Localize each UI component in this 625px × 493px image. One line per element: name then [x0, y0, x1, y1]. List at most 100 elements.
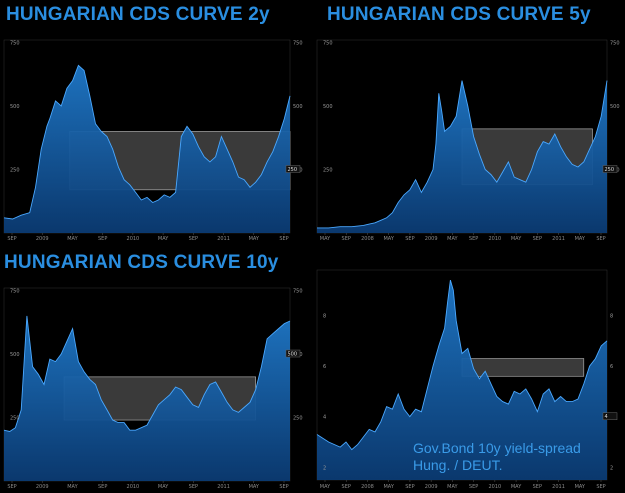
- x-tick-label: 2011: [217, 484, 230, 490]
- x-tick-label: SEP: [596, 484, 605, 490]
- x-tick-label: MAY: [158, 236, 169, 242]
- x-tick-label: 2010: [127, 236, 140, 242]
- x-tick-label: MAY: [383, 236, 394, 242]
- y-tick-label-right: 6: [610, 364, 613, 370]
- series-area: [317, 280, 607, 480]
- x-tick-label: 2010: [488, 484, 501, 490]
- x-tick-label: SEP: [405, 484, 414, 490]
- x-tick-label: SEP: [7, 236, 16, 242]
- last-value-box: [285, 349, 301, 358]
- x-tick-label: SEP: [469, 484, 478, 490]
- series-line: [3, 315, 291, 432]
- y-tick-label-left: 250: [10, 168, 20, 174]
- x-tick-label: 2009: [36, 236, 49, 242]
- x-tick-label: SEP: [7, 484, 16, 490]
- last-value-box: [602, 165, 618, 173]
- x-tick-label: MAY: [249, 484, 260, 490]
- y-tick-label-left: 2: [323, 465, 326, 471]
- series-area: [4, 315, 290, 481]
- chart-panel-10y: 750750500500250250500SEP2009MAYSEP2010MA…: [0, 248, 308, 493]
- series-line: [316, 279, 608, 451]
- y-tick-label-left: 6: [323, 364, 326, 370]
- x-tick-label: MAY: [320, 484, 331, 490]
- y-tick-label-right: 500: [610, 104, 620, 110]
- last-value-box: [602, 412, 618, 420]
- y-tick-label-right: 750: [293, 41, 303, 47]
- x-tick-label: SEP: [533, 484, 542, 490]
- y-tick-label-left: 750: [10, 289, 20, 295]
- chart-title-2y: HUNGARIAN CDS CURVE 2y: [6, 4, 270, 25]
- shaded-range-region: [461, 358, 585, 377]
- spread-annotation: Gov.Bond 10y yield-spread Hung. / DEUT.: [413, 440, 581, 474]
- chart-title-10y: HUNGARIAN CDS CURVE 10y: [4, 252, 279, 273]
- y-tick-label-left: 500: [323, 104, 333, 110]
- chart-svg-spread: 886644224MAYSEP2008MAYSEP2009MAYSEP2010M…: [316, 269, 618, 490]
- x-tick-label: MAY: [249, 236, 260, 242]
- x-tick-label: SEP: [189, 484, 198, 490]
- x-tick-label: SEP: [98, 236, 107, 242]
- y-tick-label-right: 250: [293, 416, 303, 422]
- annotation-line-2: Hung. / DEUT.: [413, 457, 503, 473]
- x-tick-label: SEP: [189, 236, 198, 242]
- x-tick-label: MAY: [511, 236, 522, 242]
- chart-panel-2y: 750750500500250250250SEP2009MAYSEP2010MA…: [0, 0, 308, 245]
- x-tick-label: 2010: [127, 484, 140, 490]
- y-tick-label-left: 500: [10, 104, 20, 110]
- y-tick-label-right: 8: [610, 314, 613, 320]
- y-tick-label-left: 8: [323, 314, 326, 320]
- series-area: [317, 80, 607, 233]
- x-tick-label: MAY: [511, 484, 522, 490]
- x-tick-label: SEP: [342, 484, 351, 490]
- x-tick-label: MAY: [320, 236, 331, 242]
- y-tick-label-left: 250: [10, 416, 20, 422]
- chart-svg-2y: 750750500500250250250SEP2009MAYSEP2010MA…: [3, 39, 303, 242]
- series-line: [317, 80, 608, 229]
- y-tick-label-left: 750: [10, 41, 20, 47]
- annotation-line-1: Gov.Bond 10y yield-spread: [413, 440, 581, 456]
- x-tick-label: SEP: [596, 236, 605, 242]
- x-tick-label: 2009: [425, 236, 438, 242]
- last-value-label: 250: [288, 167, 298, 173]
- x-tick-label: 2008: [361, 236, 374, 242]
- x-tick-label: MAY: [383, 484, 394, 490]
- y-tick-label-right: 2: [610, 465, 613, 471]
- y-tick-label-right: 500: [293, 104, 303, 110]
- y-tick-label-left: 750: [323, 41, 333, 47]
- x-tick-label: MAY: [67, 484, 78, 490]
- x-tick-label: SEP: [98, 484, 107, 490]
- x-tick-label: SEP: [533, 236, 542, 242]
- x-tick-label: SEP: [405, 236, 414, 242]
- y-tick-label-left: 500: [10, 352, 20, 358]
- x-tick-label: 2008: [361, 484, 374, 490]
- y-tick-label-right: 750: [610, 41, 620, 47]
- y-tick-label-left: 250: [323, 168, 333, 174]
- x-tick-label: 2009: [36, 484, 49, 490]
- x-tick-label: MAY: [447, 236, 458, 242]
- x-tick-label: MAY: [575, 484, 586, 490]
- x-tick-label: MAY: [158, 484, 169, 490]
- chart-panel-spread: 886644224MAYSEP2008MAYSEP2009MAYSEP2010M…: [315, 258, 625, 493]
- x-tick-label: MAY: [67, 236, 78, 242]
- chart-title-5y: HUNGARIAN CDS CURVE 5y: [327, 4, 591, 25]
- x-tick-label: SEP: [279, 484, 288, 490]
- last-value-label: 250: [605, 167, 615, 173]
- series-line: [3, 64, 291, 220]
- chart-panel-5y: 750750500500250250250MAYSEP2008MAYSEP200…: [315, 0, 625, 245]
- last-value-label: 500: [288, 352, 298, 358]
- x-tick-label: MAY: [575, 236, 586, 242]
- chart-svg-10y: 750750500500250250500SEP2009MAYSEP2010MA…: [3, 287, 303, 490]
- x-tick-label: SEP: [469, 236, 478, 242]
- x-tick-label: 2011: [217, 236, 230, 242]
- last-value-box: [285, 165, 301, 173]
- x-tick-label: SEP: [279, 236, 288, 242]
- series-area: [4, 65, 290, 234]
- x-tick-label: 2010: [488, 236, 501, 242]
- y-tick-label-right: 750: [293, 289, 303, 295]
- chart-svg-5y: 750750500500250250250MAYSEP2008MAYSEP200…: [316, 39, 620, 242]
- x-tick-label: 2011: [552, 484, 565, 490]
- x-tick-label: 2011: [552, 236, 565, 242]
- x-tick-label: 2009: [425, 484, 438, 490]
- y-tick-label-left: 4: [323, 415, 326, 421]
- last-value-label: 4: [605, 414, 608, 420]
- x-tick-label: MAY: [447, 484, 458, 490]
